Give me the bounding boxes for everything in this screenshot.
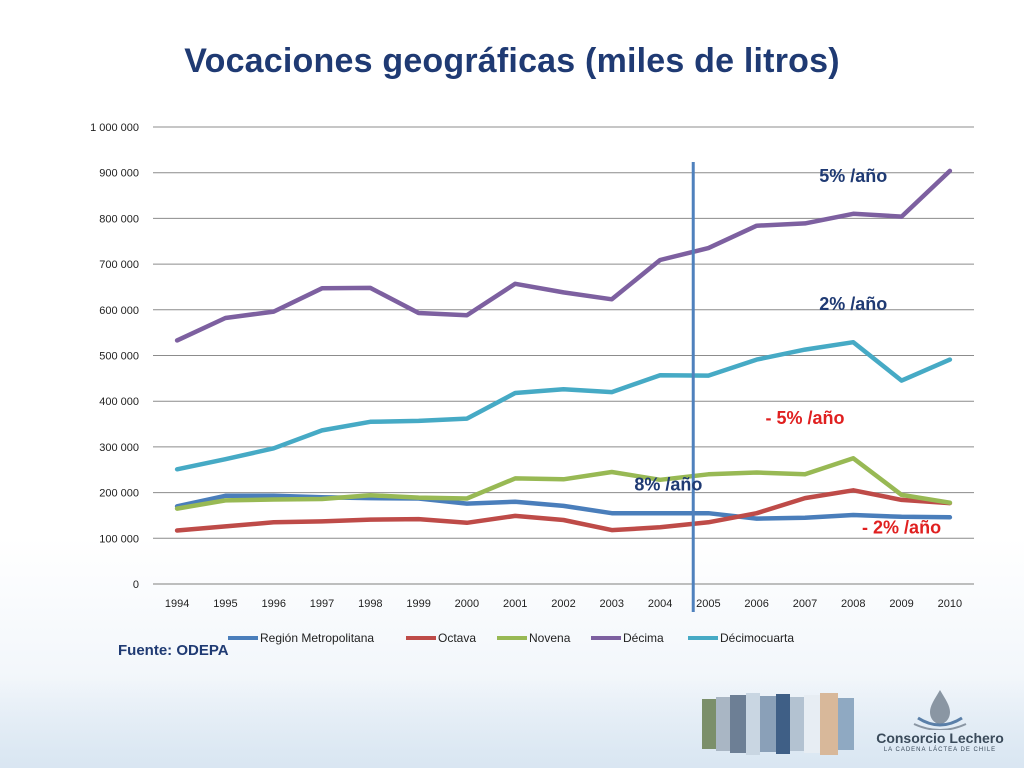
logo-name: Consorcio Lechero — [876, 730, 1004, 746]
y-tick-label: 300 000 — [99, 442, 139, 454]
growth-annotation: 2% /año — [819, 294, 887, 314]
slide-title: Vocaciones geográficas (miles de litros) — [184, 42, 840, 80]
line-chart: 0 100 000 200 000 300 000 400 000 500 000 600 … — [90, 122, 974, 645]
x-tick-label: 2005 — [696, 598, 720, 610]
y-tick-label: 500 000 — [99, 351, 139, 363]
series-line-1 — [174, 493, 953, 521]
series-line-3 — [174, 456, 953, 511]
y-tick-label: 0 — [133, 579, 139, 591]
x-tick-label: 2008 — [841, 598, 865, 610]
y-tick-label: 100 000 — [99, 533, 139, 545]
x-tick-label: 1997 — [310, 598, 334, 610]
legend-label: Octava — [438, 631, 476, 645]
x-tick-label: 1996 — [261, 598, 285, 610]
legend-label: Décima — [623, 631, 664, 645]
x-tick-label: 1999 — [406, 598, 430, 610]
logo-tagline: LA CADENA LÁCTEA DE CHILE — [883, 747, 997, 753]
growth-annotation: 5% /año — [819, 166, 887, 186]
y-tick-label: 600 000 — [99, 305, 139, 317]
y-tick-label: 1 000 000 — [90, 122, 139, 134]
x-tick-label: 2001 — [503, 598, 527, 610]
milk-drop-icon — [913, 690, 967, 731]
x-tick-label: 2010 — [938, 598, 962, 610]
legend-label: Décimocuarta — [720, 631, 794, 645]
series-line-2 — [174, 488, 953, 533]
y-tick-label: 700 000 — [99, 259, 139, 271]
series-line-4 — [174, 168, 953, 343]
x-tick-label: 2004 — [648, 598, 672, 610]
legend-label: Región Metropolitana — [260, 631, 374, 645]
consorcio-lechero-logo: Consorcio Lechero LA CADENA LÁCTEA DE CH… — [870, 688, 1010, 758]
x-tick-label: 2006 — [744, 598, 768, 610]
x-tick-label: 2003 — [600, 598, 624, 610]
source-note: Fuente: ODEPA — [118, 642, 229, 659]
x-tick-label: 1998 — [358, 598, 382, 610]
x-tick-label: 2009 — [889, 598, 913, 610]
x-tick-label: 2002 — [551, 598, 575, 610]
dairy-photo-collage — [702, 693, 854, 755]
growth-annotation: - 2% /año — [862, 518, 941, 538]
series-line-5 — [174, 339, 953, 472]
growth-annotation: 8% /año — [634, 474, 702, 494]
y-tick-label: 800 000 — [99, 213, 139, 225]
y-tick-label: 200 000 — [99, 488, 139, 500]
y-tick-label: 400 000 — [99, 396, 139, 408]
growth-annotation: - 5% /año — [765, 408, 844, 428]
x-tick-label: 2007 — [793, 598, 817, 610]
y-tick-label: 900 000 — [99, 168, 139, 180]
legend-label: Novena — [529, 631, 571, 645]
x-tick-label: 1995 — [213, 598, 237, 610]
x-tick-label: 1994 — [165, 598, 189, 610]
x-tick-label: 2000 — [455, 598, 479, 610]
